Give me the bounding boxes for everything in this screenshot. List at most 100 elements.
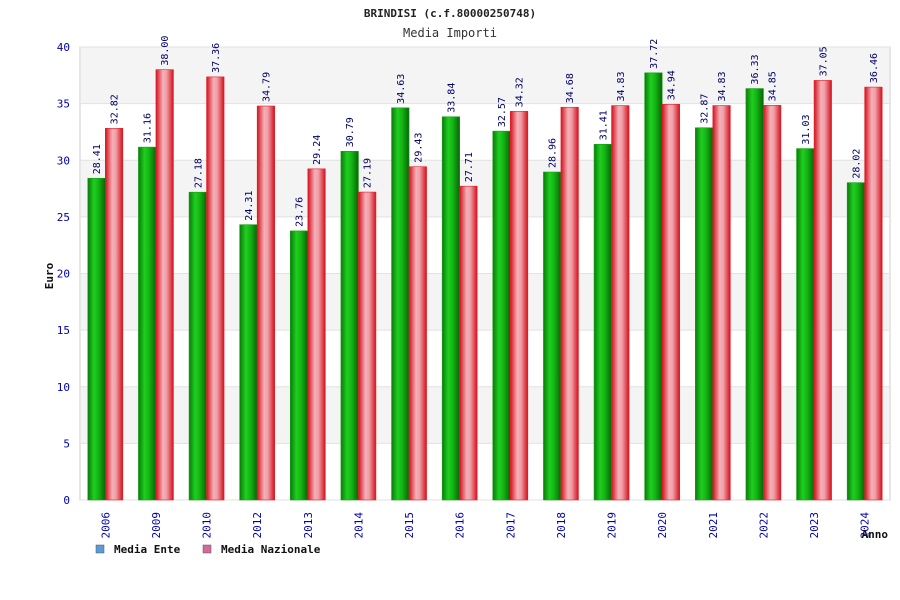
x-axis-ticks: 2006 2009 2010 2012 2013 2014 2015 2016 2017 2018… [99,512,871,539]
x-tick-label: 2020 [656,512,669,539]
bar-media-nazionale [256,105,275,501]
value-label: 36.46 [869,53,880,83]
chart-subtitle: Media Importi [403,26,497,40]
value-label: 37.36 [211,43,222,73]
x-tick-label: 2013 [302,512,315,539]
bar-media-ente [796,148,815,501]
value-label: 33.84 [446,83,457,113]
bar-media-nazionale [206,76,225,501]
x-tick-label: 2024 [859,512,872,539]
bar-media-nazionale [611,105,630,501]
y-tick-label: 15 [57,324,70,337]
bar-media-ente [593,143,612,501]
y-axis-ticks: 0 5 10 15 20 25 30 35 40 [57,41,70,507]
y-tick-label: 25 [57,211,70,224]
y-tick-label: 35 [57,98,70,111]
bar-media-nazionale [712,105,731,501]
bar-media-nazionale [763,105,782,501]
bar-media-ente [543,171,562,501]
value-label: 31.16 [143,113,154,143]
value-label: 27.19 [363,158,374,188]
value-label: 34.83 [717,71,728,101]
legend-label-media-nazionale: Media Nazionale [221,543,321,556]
bar-media-ente [188,191,207,501]
y-tick-label: 0 [63,494,70,507]
x-tick-label: 2021 [707,512,720,539]
value-label: 31.41 [598,110,609,140]
bar-media-nazionale [307,168,326,501]
value-label: 28.41 [92,144,103,174]
value-label: 29.24 [312,135,323,165]
value-label: 32.87 [700,94,711,124]
x-tick-label: 2014 [352,512,365,539]
bar-media-nazionale [408,166,427,501]
x-tick-label: 2015 [403,512,416,539]
bar-media-ente [138,146,157,501]
value-label: 27.71 [464,152,475,182]
value-label: 27.18 [193,158,204,188]
value-label: 34.79 [261,72,272,102]
value-label: 36.33 [750,54,761,84]
bar-media-ente [290,230,309,501]
y-tick-label: 40 [57,41,70,54]
x-tick-label: 2010 [201,512,214,539]
x-tick-label: 2023 [808,512,821,539]
y-axis-label: Euro [43,262,56,289]
y-tick-label: 30 [57,154,70,167]
value-label: 34.94 [666,70,677,100]
bars [87,69,883,501]
bar-media-nazionale [661,104,680,501]
value-label: 32.57 [497,97,508,127]
value-label: 34.83 [616,71,627,101]
x-tick-label: 2006 [99,512,112,539]
bar-media-nazionale [510,111,529,501]
y-tick-label: 5 [63,437,70,450]
bar-media-ente [846,182,865,501]
value-label: 34.63 [396,74,407,104]
value-label: 32.82 [110,94,121,124]
value-label: 37.72 [649,39,660,69]
value-label: 37.05 [818,46,829,76]
bar-media-ente [695,127,714,501]
x-tick-label: 2019 [606,512,619,539]
value-label: 28.02 [851,149,862,179]
chart-title: BRINDISI (c.f.80000250748) [364,7,536,20]
bar-media-nazionale [459,185,478,501]
bar-media-ente [239,224,258,501]
value-labels: 28.41 32.82 31.16 38.00 27.18 37.36 24.31 34.79… [92,36,880,227]
value-label: 31.03 [801,114,812,144]
bar-media-nazionale [155,69,174,501]
value-label: 24.31 [244,191,255,221]
value-label: 34.85 [768,71,779,101]
bar-media-ente [340,151,359,501]
y-tick-label: 10 [57,381,70,394]
bar-media-ente [492,130,511,501]
x-axis-label: Anno [862,528,889,541]
legend: Media Ente Media Nazionale [95,543,321,556]
x-tick-label: 2022 [757,512,770,539]
x-tick-label: 2012 [251,512,264,539]
bar-media-ente [644,72,663,501]
y-tick-label: 20 [57,268,70,281]
bar-media-nazionale [813,80,832,501]
legend-swatch-media-nazionale [202,544,212,554]
value-label: 30.79 [345,117,356,147]
value-label: 29.43 [413,133,424,163]
legend-label-media-ente: Media Ente [114,543,181,556]
bar-media-ente [441,116,460,501]
bar-media-ente [745,88,764,501]
value-label: 34.32 [515,77,526,107]
bar-media-ente [391,107,410,501]
value-label: 38.00 [160,36,171,66]
x-tick-label: 2016 [454,512,467,539]
value-label: 23.76 [295,197,306,227]
value-label: 28.96 [548,138,559,168]
x-tick-label: 2017 [504,512,517,539]
bar-media-ente [87,177,106,501]
x-tick-label: 2018 [555,512,568,539]
bar-media-nazionale [358,191,377,501]
bar-media-nazionale [864,86,883,501]
bar-media-nazionale [560,106,579,501]
x-tick-label: 2009 [150,512,163,539]
